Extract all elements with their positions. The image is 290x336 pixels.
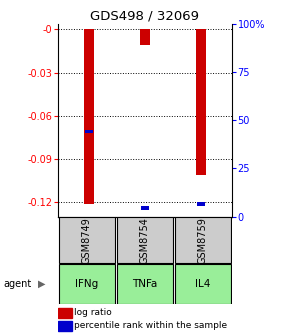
Title: GDS498 / 32069: GDS498 / 32069 <box>90 9 200 23</box>
Text: log ratio: log ratio <box>74 308 112 317</box>
Text: IFNg: IFNg <box>75 279 99 289</box>
Bar <box>196 29 206 175</box>
Bar <box>140 29 150 45</box>
Bar <box>59 264 115 304</box>
Text: ▶: ▶ <box>38 279 45 289</box>
Bar <box>117 217 173 263</box>
Bar <box>84 29 94 204</box>
Bar <box>58 321 72 331</box>
Bar <box>59 217 115 263</box>
Bar <box>58 308 72 318</box>
Text: agent: agent <box>3 279 31 289</box>
Bar <box>117 264 173 304</box>
Text: GSM8749: GSM8749 <box>82 217 92 264</box>
Text: TNFa: TNFa <box>132 279 158 289</box>
Bar <box>85 130 93 133</box>
Text: percentile rank within the sample: percentile rank within the sample <box>74 321 227 330</box>
Text: GSM8754: GSM8754 <box>140 217 150 264</box>
Bar <box>197 202 205 206</box>
Text: GSM8759: GSM8759 <box>198 217 208 264</box>
Bar <box>175 264 231 304</box>
Bar <box>141 206 149 210</box>
Bar <box>175 217 231 263</box>
Text: IL4: IL4 <box>195 279 211 289</box>
